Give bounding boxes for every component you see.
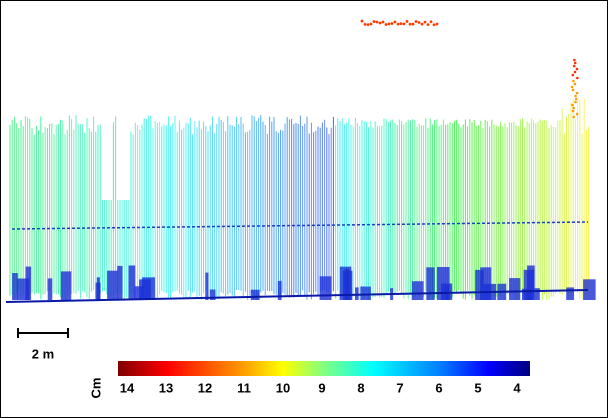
- ground-object: [566, 287, 574, 300]
- roof-point: [572, 107, 575, 110]
- figure: 2 m Cm 14 13 12 11 10 9 8 7 6 5 4: [0, 0, 608, 418]
- roof-point: [436, 23, 439, 26]
- ground-object: [535, 288, 540, 300]
- roof-point: [418, 21, 421, 24]
- roof-point: [427, 23, 430, 26]
- ground-object: [129, 266, 136, 301]
- roof-point: [367, 23, 370, 26]
- ground-object: [527, 266, 535, 301]
- roof-point: [406, 20, 409, 23]
- roof-point: [412, 23, 415, 26]
- roof-point: [430, 20, 433, 23]
- roof-point: [361, 20, 364, 23]
- ground-object: [142, 277, 155, 300]
- figure-canvas: 2 m Cm 14 13 12 11 10 9 8 7 6 5 4: [0, 0, 608, 418]
- roof-point: [574, 71, 577, 74]
- roof-point: [572, 74, 575, 77]
- colorbar-unit: Cm: [88, 378, 103, 399]
- roof-point: [576, 113, 579, 116]
- roof-point: [574, 83, 577, 86]
- roof-point: [571, 104, 574, 107]
- roof-point: [421, 23, 424, 26]
- ground-object: [205, 273, 208, 300]
- roof-point: [382, 21, 385, 24]
- ground-object: [117, 266, 122, 300]
- roof-point: [409, 23, 412, 26]
- ground-object: [509, 278, 520, 300]
- ground-object: [426, 267, 434, 300]
- roof-point: [373, 20, 376, 23]
- colorbar-tick-label: 5: [474, 380, 481, 395]
- colorbar-tick-label: 9: [318, 380, 325, 395]
- ground-object: [360, 287, 371, 301]
- roof-point: [385, 23, 388, 26]
- colorbar-ticks: 14 13 12 11 10 9 8 7 6 5 4: [120, 380, 522, 395]
- roof-point: [397, 23, 400, 26]
- ground-object: [96, 283, 101, 300]
- roof-point: [403, 23, 406, 26]
- roof-point: [572, 89, 575, 92]
- ground-object: [61, 271, 71, 300]
- colorbar-tick-label: 12: [198, 380, 212, 395]
- ground-object: [437, 267, 450, 300]
- roof-point: [572, 110, 575, 113]
- ground-object: [48, 278, 53, 300]
- ground-object: [251, 290, 260, 300]
- roof-point: [572, 80, 575, 83]
- roof-point: [573, 59, 576, 62]
- roof-point: [574, 101, 577, 104]
- roof-point: [574, 95, 577, 98]
- colorbar-tick-label: 4: [513, 380, 521, 395]
- roof-point: [388, 22, 391, 25]
- roof-point: [576, 68, 579, 71]
- roof-point: [400, 22, 403, 25]
- roof-point: [370, 23, 373, 26]
- ground-object: [412, 281, 424, 300]
- roof-point: [391, 22, 394, 25]
- ground-object: [107, 271, 118, 300]
- roof-point: [574, 62, 577, 65]
- colorbar-tick-label: 8: [357, 380, 364, 395]
- roof-point: [364, 23, 367, 26]
- ground-object: [135, 286, 144, 300]
- colorbar-tick-label: 11: [237, 380, 251, 395]
- roof-point: [379, 22, 382, 25]
- colorbar-tick-label: 10: [276, 380, 290, 395]
- roof-point: [424, 21, 427, 24]
- roof-point: [572, 116, 575, 119]
- roof-point: [573, 65, 576, 68]
- ground-object: [475, 270, 484, 300]
- ground-object: [26, 267, 31, 300]
- roof-point: [394, 21, 397, 24]
- colorbar-tick-label: 7: [396, 380, 403, 395]
- colorbar-tick-label: 13: [159, 380, 173, 395]
- ground-object: [12, 273, 18, 300]
- roof-point: [433, 23, 436, 26]
- colorbar-tick-label: 6: [435, 380, 442, 395]
- roof-point: [576, 77, 579, 80]
- roof-point: [376, 21, 379, 24]
- roof-point: [571, 86, 574, 89]
- ground-object: [355, 287, 359, 300]
- point-cloud: [6, 20, 596, 302]
- scale-bar-label: 2 m: [32, 346, 54, 361]
- roof-point: [576, 92, 579, 95]
- roof-point: [415, 20, 418, 23]
- roof-point: [575, 98, 578, 101]
- colorbar-tick-label: 14: [120, 380, 135, 395]
- colorbar: [118, 361, 530, 376]
